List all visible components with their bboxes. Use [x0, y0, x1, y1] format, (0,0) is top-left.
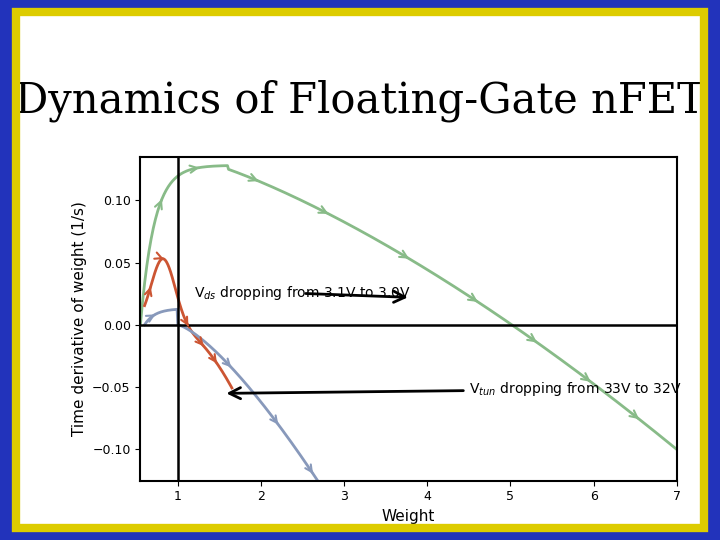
- Text: V$_{ds}$ dropping from 3.1V to 3.0V: V$_{ds}$ dropping from 3.1V to 3.0V: [194, 285, 411, 302]
- Y-axis label: Time derivative of weight (1/s): Time derivative of weight (1/s): [71, 201, 86, 436]
- X-axis label: Weight: Weight: [382, 509, 436, 524]
- Text: Dynamics of Floating-Gate nFET: Dynamics of Floating-Gate nFET: [15, 79, 705, 122]
- Text: V$_{tun}$ dropping from 33V to 32V: V$_{tun}$ dropping from 33V to 32V: [230, 380, 682, 399]
